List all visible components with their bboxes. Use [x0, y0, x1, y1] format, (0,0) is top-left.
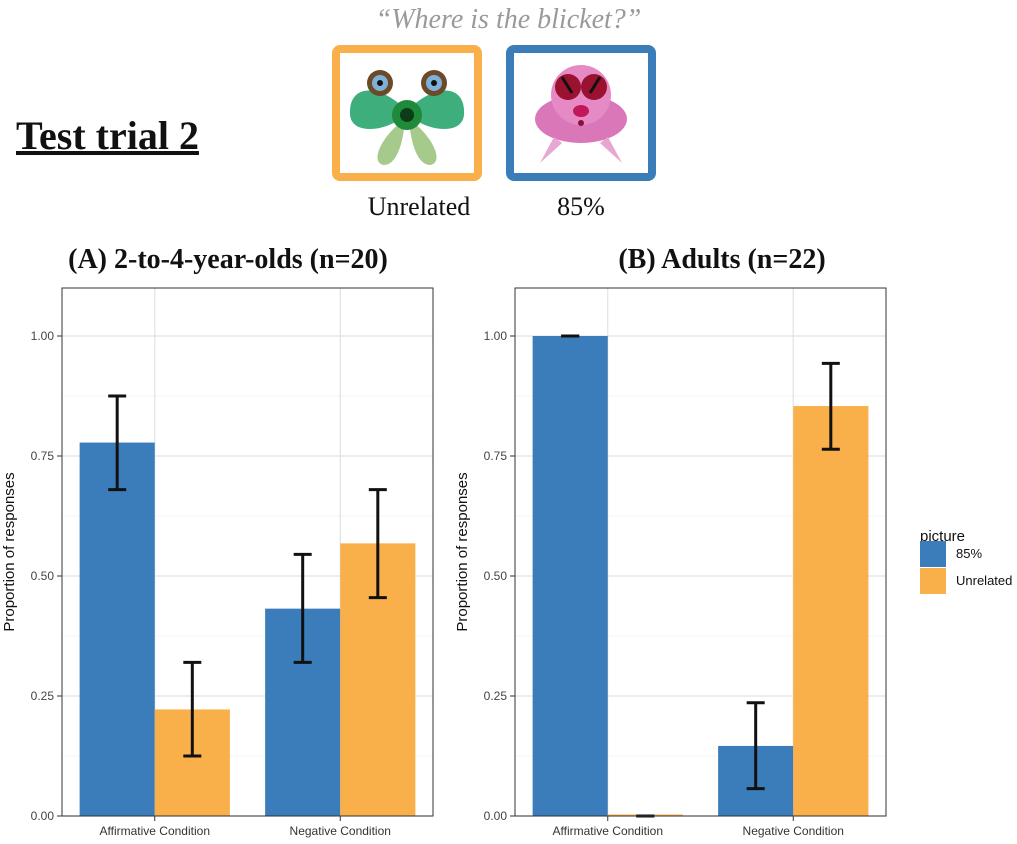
panel-b-y-tick-label: 0.50 — [484, 569, 508, 583]
panel-a-y-tick-label: 0.00 — [31, 809, 55, 823]
panel-b-y-axis-label: Proportion of responses — [454, 472, 471, 631]
panel-b-chart: Affirmative Condition Negative Condition 0… — [454, 287, 887, 838]
panel-a-y-tick-label: 0.50 — [31, 569, 55, 583]
panel-b-panel-border — [514, 287, 887, 817]
unrelated-picture-frame — [332, 45, 482, 181]
panel-b-title: (B) Adults (n=22) — [618, 244, 826, 275]
prompt-quote: “Where is the blicket?” — [375, 4, 642, 35]
legend-swatch-unrelated — [920, 568, 946, 594]
panel-a-y-tick-label: 0.75 — [31, 449, 55, 463]
trial-title: Test trial 2 — [16, 113, 199, 158]
panel-b-y-tick-label: 0.00 — [484, 809, 508, 823]
panel-b-y-tick-label: 1.00 — [484, 329, 508, 343]
legend-title: picture — [920, 528, 966, 545]
panel-b-bar — [532, 336, 608, 816]
85-percent-picture-label: 85% — [557, 192, 605, 221]
panel-a-bar — [79, 442, 155, 816]
panel-a-x-tick-label: Negative Condition — [290, 824, 391, 838]
panel-b-bar — [793, 406, 869, 816]
panel-b-y-tick-label: 0.75 — [484, 449, 508, 463]
panel-b-x-tick-label: Affirmative Condition — [553, 824, 664, 838]
legend-item-unrelated: Unrelated — [920, 568, 1015, 594]
legend-label-85: 85% — [956, 546, 983, 561]
panel-a-panel-border — [61, 287, 434, 817]
panel-a-y-axis-label: Proportion of responses — [1, 472, 18, 631]
legend-swatch-85 — [920, 541, 946, 567]
panel-a-y-tick-label: 0.25 — [31, 689, 55, 703]
green-winged-creature-image — [349, 70, 465, 165]
legend-label-unrelated: Unrelated — [956, 573, 1013, 588]
legend-item-85: 85% — [920, 541, 1015, 567]
panel-a-y-tick-label: 1.00 — [31, 329, 55, 343]
panel-b-y-tick-label: 0.25 — [484, 689, 508, 703]
panel-a-x-tick-label: Affirmative Condition — [100, 824, 211, 838]
panel-a-chart: Affirmative Condition Negative Condition 0… — [1, 287, 434, 838]
85-percent-picture-frame — [506, 45, 656, 181]
panel-a-title: (A) 2-to-4-year-olds (n=20) — [68, 244, 388, 275]
panel-b-x-tick-label: Negative Condition — [743, 824, 844, 838]
pink-round-creature-image — [535, 65, 627, 163]
unrelated-picture-label: Unrelated — [367, 192, 471, 221]
